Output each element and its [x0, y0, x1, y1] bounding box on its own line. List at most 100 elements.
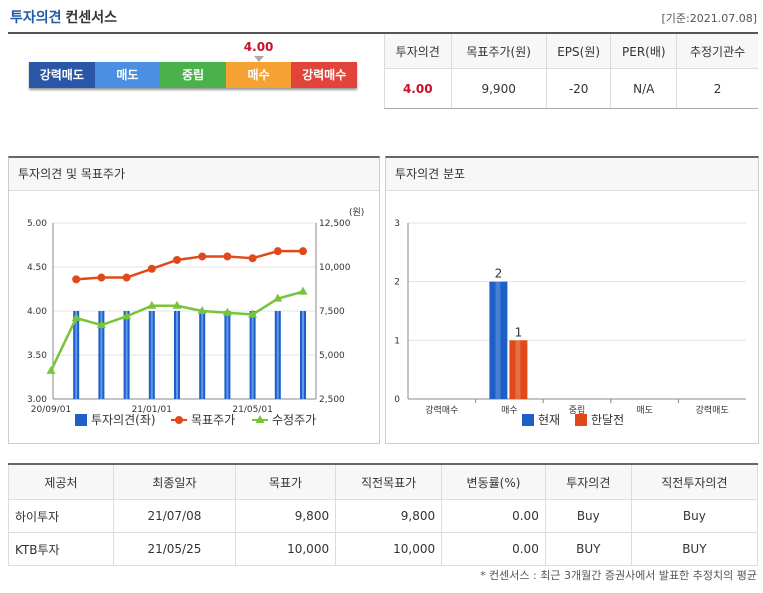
adjusted-price-point: [46, 365, 56, 374]
opinion-bar-highlight: [100, 311, 103, 399]
table-row: KTB투자 21/05/25 10,000 10,000 0.00 BUY BU…: [8, 532, 759, 566]
target-cell: 10,000: [234, 532, 337, 566]
target-price-point: [248, 254, 257, 263]
provider-header-row: 제공처 최종일자 목표가 직전목표가 변동률(%) 투자의견 직전투자의견: [8, 463, 759, 500]
target-price-point: [97, 273, 106, 282]
x-tick: 중립: [569, 405, 586, 416]
legend-label: 수정주가: [272, 413, 316, 427]
adjusted-price-point: [273, 293, 283, 302]
x-tick: 20/09/01: [31, 405, 71, 415]
x-tick: 21/01/01: [132, 405, 172, 415]
provider-header: 변동률(%): [441, 463, 546, 500]
date-cell: 21/07/08: [112, 499, 236, 533]
summary-value: -20: [545, 68, 611, 109]
bar-highlight: [515, 340, 521, 399]
title-text: 투자의견: [10, 10, 62, 26]
opinion-scale-bar: 강력매도 매도 중립 매수 강력매수: [29, 62, 357, 88]
y-tick: 1: [394, 336, 400, 346]
opinion-bar-highlight: [276, 311, 279, 399]
x-tick: 강력매수: [425, 404, 458, 416]
y-left-tick: 5.00: [27, 219, 47, 229]
provider-header: 투자의견: [544, 463, 632, 500]
adjusted-price-point: [248, 309, 258, 318]
scale-sell: 매도: [94, 62, 161, 88]
x-tick: 매도: [636, 405, 653, 416]
provider-header: 목표가: [234, 463, 337, 500]
provider-header: 제공처: [8, 463, 114, 500]
summary-table: 투자의견 목표주가(원) EPS(원) PER(배) 추정기관수 4.00 9,…: [384, 34, 758, 109]
data-label: 2: [495, 267, 503, 281]
adjusted-price-point: [222, 307, 232, 316]
target-price-point: [273, 247, 282, 256]
provider-table: 제공처 최종일자 목표가 직전목표가 변동률(%) 투자의견 직전투자의견 하이…: [8, 463, 759, 566]
prev-target-cell: 9,800: [335, 499, 443, 533]
target-price-point: [223, 252, 232, 261]
panel-title: 투자의견 및 목표주가: [9, 158, 379, 191]
opinion-cell: BUY: [544, 532, 632, 566]
title-subtitle: 컨센서스: [65, 10, 118, 26]
page-title: 투자의견 컨센서스: [10, 7, 117, 27]
change-cell: 0.00: [441, 499, 546, 533]
opinion-marker-icon: [253, 56, 264, 62]
summary-value: 2: [676, 68, 758, 109]
change-cell: 0.00: [441, 532, 546, 566]
legend-label: 투자의견(좌): [91, 413, 156, 427]
y-left-tick: 4.50: [27, 263, 47, 273]
adjusted-price-point: [122, 311, 132, 320]
provider-header: 직전목표가: [335, 463, 443, 500]
y-tick: 2: [394, 278, 400, 288]
summary-value: N/A: [610, 68, 677, 109]
adjusted-price-point: [96, 320, 106, 329]
target-price-point: [122, 273, 131, 282]
provider-header: 최종일자: [112, 463, 236, 500]
prev-opinion-cell: Buy: [630, 499, 759, 533]
bar-highlight: [495, 281, 501, 399]
opinion-bar-highlight: [226, 311, 229, 399]
opinion-bar-highlight: [125, 311, 128, 399]
legend-swatch-prev: [575, 414, 587, 426]
table-row: 하이투자 21/07/08 9,800 9,800 0.00 Buy Buy: [8, 499, 759, 533]
y-right-tick: 2,500: [319, 395, 345, 405]
opinion-bar-highlight: [150, 311, 153, 399]
scale-strong-sell: 강력매도: [29, 62, 95, 88]
adjusted-price-point: [172, 300, 182, 309]
summary-value: 4.00: [384, 68, 452, 109]
summary-header: PER(배): [610, 34, 677, 69]
legend-label: 현재: [538, 413, 560, 427]
target-price-point: [173, 255, 181, 264]
opinion-target-chart: 5.00 4.50 4.00 3.50 3.00 12,500 10,000 7,500 5,0…: [27, 207, 364, 427]
summary-value: 9,900: [450, 68, 547, 109]
x-tick: 강력매도: [696, 404, 729, 416]
panel-title: 투자의견 분포: [386, 158, 758, 191]
y-tick: 3: [394, 219, 400, 229]
x-tick: 매수: [501, 405, 518, 416]
prev-month-bar: [509, 340, 528, 399]
y-left-tick: 3.00: [27, 395, 47, 405]
provider-header: 직전투자의견: [630, 463, 759, 500]
summary-value-row: 4.00 9,900 -20 N/A 2: [384, 68, 758, 109]
y-right-unit: (원): [349, 207, 364, 218]
adjusted-price-point: [298, 286, 308, 295]
y-tick: 0: [394, 395, 400, 405]
opinion-target-panel: 투자의견 및 목표주가 5.00 4.50 4.00 3.50 3.00 12,500 10…: [8, 156, 380, 444]
summary-header: 추정기관수: [676, 34, 758, 69]
opinion-bar-highlight: [251, 311, 254, 399]
opinion-bar-highlight: [176, 311, 178, 399]
opinion-bar-highlight: [201, 311, 204, 399]
target-price-point: [147, 264, 156, 273]
header-divider: [8, 32, 758, 34]
adjusted-price-point: [147, 300, 157, 309]
opinion-bar-highlight: [302, 311, 304, 399]
provider-cell: 하이투자: [8, 499, 114, 533]
current-bar: [489, 281, 508, 399]
target-cell: 9,800: [234, 499, 337, 533]
y-left-tick: 3.50: [27, 351, 47, 361]
date-cell: 21/05/25: [112, 532, 236, 566]
summary-header: EPS(원): [545, 34, 611, 69]
legend-swatch-current: [522, 414, 534, 426]
opinion-value: 4.00: [243, 40, 274, 54]
adjusted-price-point: [71, 313, 81, 322]
legend-label: 목표주가: [191, 413, 235, 427]
summary-header-row: 투자의견 목표주가(원) EPS(원) PER(배) 추정기관수: [384, 34, 758, 69]
